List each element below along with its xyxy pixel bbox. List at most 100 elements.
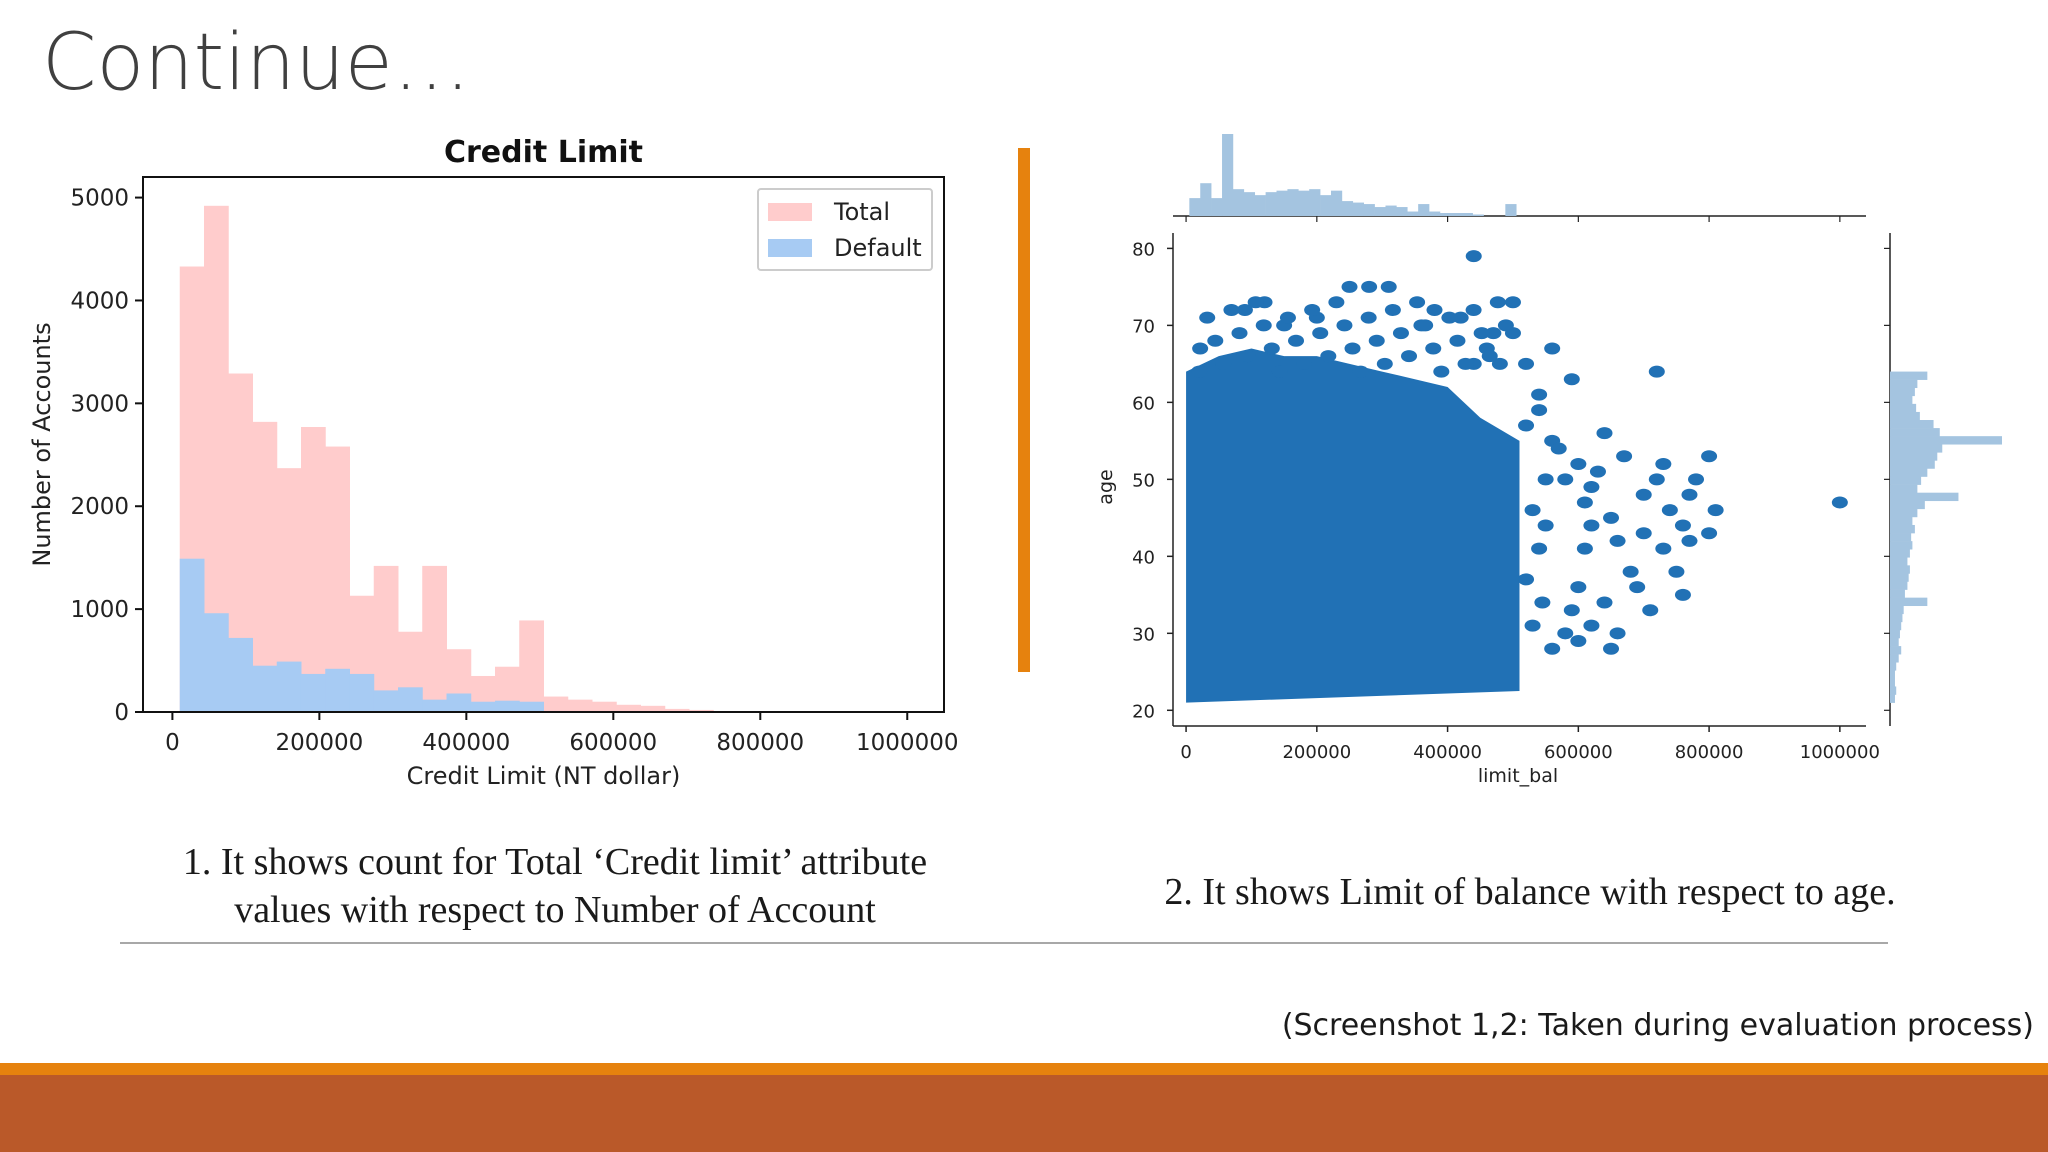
top-marginal-bar-20	[1407, 211, 1419, 216]
scatter-point-22	[1603, 642, 1620, 655]
chart-title: Credit Limit	[444, 135, 643, 170]
scatter-edge-point-16	[1320, 350, 1337, 363]
scatter-point-3	[1380, 280, 1397, 293]
joint-y-tick-label-6: 80	[1132, 239, 1155, 260]
scatter-edge-point-34	[1465, 303, 1482, 316]
bar-total-15	[543, 696, 569, 712]
bar-default-2	[228, 637, 253, 712]
y-tick-label-0: 0	[114, 700, 129, 726]
scatter-point-37	[1688, 473, 1705, 486]
caption-left-line1: 1. It shows count for Total ‘Credit limi…	[182, 841, 928, 883]
x-tick-label-4: 800000	[716, 730, 804, 756]
right-marginal-bar-37	[1890, 670, 1895, 679]
scatter-edge-point-15	[1312, 327, 1329, 340]
scatter-point-59	[1485, 327, 1502, 340]
top-marginal-bar-5	[1243, 192, 1256, 216]
bar-total-10	[422, 565, 447, 712]
scatter-point-54	[1635, 488, 1652, 501]
scatter-point-24	[1531, 542, 1548, 555]
bar-total-8	[373, 565, 399, 712]
top-marginal-bar-0	[1189, 198, 1201, 216]
scatter-point-18	[1576, 542, 1593, 555]
right-marginal-bar-6	[1890, 420, 1934, 429]
caption-left-line2: values with respect to Number of Account	[234, 889, 876, 931]
legend-label-default: Default	[834, 234, 922, 262]
scatter-point-44	[1583, 481, 1600, 494]
right-marginal-bar-32	[1890, 629, 1900, 639]
x-tick-label-3: 600000	[569, 730, 657, 756]
scatter-point-56	[1661, 504, 1678, 517]
scatter-point-38	[1701, 450, 1718, 463]
bar-total-21	[689, 709, 714, 712]
scatter-point-16	[1603, 511, 1620, 524]
joint-x-axis-label: limit_bal	[1478, 765, 1558, 787]
scatter-edge-point-24	[1384, 303, 1401, 316]
scatter-point-11	[1518, 357, 1535, 370]
right-marginal-bar-33	[1890, 638, 1899, 647]
bar-default-0	[179, 558, 205, 712]
top-marginal-bar-3	[1222, 134, 1234, 216]
scatter-dense-cloud	[1186, 348, 1520, 703]
right-marginal-bar-39	[1890, 686, 1897, 695]
scatter-point-7	[1616, 450, 1633, 463]
caption-left: 1. It shows count for Total ‘Credit limi…	[120, 838, 990, 934]
top-marginal-bar-29	[1505, 204, 1517, 216]
bar-default-14	[519, 701, 544, 712]
scatter-edge-point-11	[1279, 311, 1296, 324]
top-marginal-bar-15	[1352, 202, 1364, 216]
scatter-point-17	[1609, 534, 1626, 547]
scatter-point-35	[1655, 457, 1672, 470]
scatter-point-29	[1655, 542, 1672, 555]
scatter-point-46	[1550, 442, 1567, 455]
scatter-point-49	[1534, 596, 1551, 609]
scatter-point-5	[1341, 280, 1358, 293]
right-marginal-bar-9	[1890, 444, 1943, 453]
joint-y-tick-label-3: 50	[1132, 470, 1155, 491]
top-marginal-bar-22	[1429, 211, 1441, 216]
scatter-point-4	[1361, 280, 1378, 293]
scatter-edge-point-27	[1409, 296, 1426, 309]
bar-default-13	[494, 700, 520, 712]
scatter-point-61	[1426, 303, 1443, 316]
right-marginal-bar-35	[1890, 654, 1899, 663]
scatter-point-71	[1518, 419, 1535, 432]
scatter-point-57	[1674, 519, 1691, 532]
top-marginal-bar-21	[1418, 204, 1430, 216]
bar-default-11	[446, 693, 472, 712]
top-marginal-bar-23	[1439, 213, 1452, 216]
bar-default-4	[276, 661, 302, 712]
scatter-point-47	[1537, 519, 1554, 532]
scatter-point-8	[1589, 465, 1606, 478]
right-marginal-bar-7	[1890, 428, 1940, 437]
scatter-point-25	[1524, 504, 1541, 517]
right-marginal-bar-24	[1890, 565, 1910, 574]
scatter-point-41	[1681, 534, 1698, 547]
bar-total-14	[519, 620, 544, 712]
scatter-point-15	[1596, 427, 1613, 440]
top-marginal-bar-12	[1320, 195, 1332, 216]
legend-swatch-total	[768, 203, 812, 221]
y-tick-label-3: 3000	[70, 391, 129, 417]
y-tick-label-4: 4000	[70, 288, 129, 314]
right-marginal-bar-27	[1890, 589, 1905, 598]
right-marginal-bar-31	[1890, 621, 1902, 631]
right-marginal-bar-18	[1890, 516, 1913, 526]
right-marginal-bar-10	[1890, 452, 1938, 461]
scatter-edge-point-13	[1296, 357, 1313, 370]
scatter-edge-point-25	[1392, 327, 1409, 340]
right-marginal-bar-23	[1890, 557, 1908, 566]
scatter-point-23	[1563, 604, 1580, 617]
x-tick-label-2: 400000	[422, 730, 510, 756]
scatter-point-60	[1452, 311, 1469, 324]
right-marginal-bar-20	[1890, 533, 1912, 542]
bar-total-5	[300, 427, 326, 712]
scatter-point-19	[1570, 581, 1587, 594]
scatter-edge-point-37	[1489, 296, 1506, 309]
scatter-edge-point-35	[1473, 327, 1490, 340]
scatter-point-27	[1583, 519, 1600, 532]
footer-band	[0, 1075, 2048, 1152]
top-marginal-bar-25	[1461, 213, 1473, 216]
right-marginal-bar-38	[1890, 678, 1895, 687]
scatter-edge-point-30	[1433, 365, 1450, 378]
